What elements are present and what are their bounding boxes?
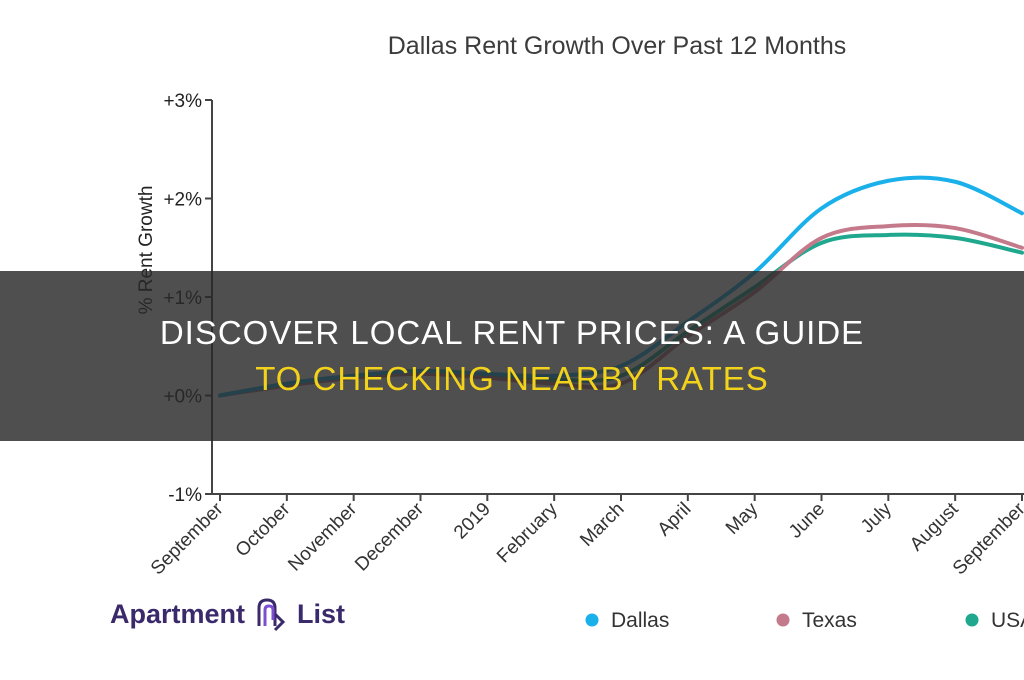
chart-title: Dallas Rent Growth Over Past 12 Months [388,32,847,60]
logo-mark-icon [257,598,286,632]
x-tick-label: 2019 [450,499,495,544]
apartment-list-logo: Apartment List [110,596,345,632]
x-tick-label: November [284,498,361,575]
x-tick-label: April [654,499,696,541]
legend-label-texas: Texas [802,609,857,632]
logo-text-left: Apartment [110,598,246,629]
y-tick-label: -1% [168,485,202,506]
x-tick-label: June [785,499,829,543]
title-banner: DISCOVER LOCAL RENT PRICES: A GUIDE TO C… [0,271,1024,441]
x-tick-label: September [147,498,228,579]
legend-marker-usa [965,613,979,627]
banner-title-line-2: TO CHECKING NEARBY RATES [255,360,769,397]
x-tick-label: September [949,498,1024,579]
legend-marker-texas [776,613,790,627]
legend-marker-dallas [585,613,599,627]
x-tick-label: October [232,498,295,561]
x-tick-label: August [906,498,963,555]
x-tick-label: December [351,498,428,575]
x-tick-label: February [493,498,562,567]
y-tick-label: +3% [163,91,202,112]
x-tick-label: July [857,498,896,537]
banner-title-line-1: DISCOVER LOCAL RENT PRICES: A GUIDE [159,314,865,351]
x-tick-label: May [722,498,763,539]
logo-text-right: List [297,598,346,629]
legend-label-usa: USA [991,609,1024,632]
legend-label-dallas: Dallas [611,609,669,632]
x-tick-label: March [576,499,628,551]
y-tick-label: +2% [163,190,202,211]
